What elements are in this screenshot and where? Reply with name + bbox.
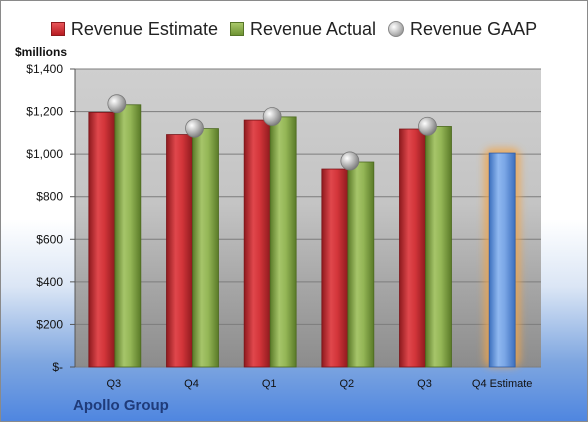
legend-item-estimate: Revenue Estimate [50,18,218,40]
plot-area [75,69,541,367]
legend-marker-gaap [388,21,405,37]
y-tick-label: $200 [36,317,63,331]
legend-label-gaap: Revenue GAAP [410,18,538,39]
y-tick-label: $- [52,360,63,374]
bar-revenue-estimate [166,134,193,368]
legend-item-gaap: Revenue GAAP [388,19,537,40]
marker-revenue-gaap [340,151,360,171]
legend-swatch-actual [229,22,244,36]
x-tick-label: Q3 [417,378,432,390]
y-tick-label: $1,000 [26,147,63,161]
bar-revenue-actual [347,161,375,368]
bar-revenue-estimate [243,119,271,368]
y-tick-label: $800 [36,190,63,204]
y-tick-label: $1,400 [26,62,63,76]
legend-item-actual: Revenue Actual [229,18,377,40]
marker-revenue-gaap [418,116,437,136]
marker-revenue-gaap [262,107,282,126]
y-tick-label: $1,200 [26,105,63,119]
y-tick-label: $400 [36,275,63,289]
bar-revenue-estimate [321,168,349,368]
x-tick-label: Q4 [184,378,199,390]
bar-revenue-estimate [399,128,426,368]
x-tick-label: Q4 Estimate [472,378,533,390]
x-tick-label: Q2 [339,378,354,390]
legend-swatch-estimate [50,22,65,36]
bar-revenue-actual [425,126,452,368]
legend: Revenue Estimate Revenue Actual Revenue … [1,15,587,43]
company-name: Apollo Group [73,397,169,414]
marker-revenue-gaap [185,118,204,138]
y-tick-label: $600 [36,232,63,246]
bar-revenue-actual [192,128,219,368]
bar-revenue-estimate [88,112,116,368]
x-tick-label: Q3 [106,378,121,390]
legend-label-estimate: Revenue Estimate [70,18,218,39]
marker-revenue-gaap [107,94,127,114]
y-axis-unit-label: $millions [15,45,68,59]
legend-label-actual: Revenue Actual [249,18,377,39]
bar-revenue-actual [269,116,297,368]
bar-revenue-actual [114,104,142,368]
bar-q4-estimate [488,152,516,368]
x-tick-label: Q1 [262,378,277,390]
